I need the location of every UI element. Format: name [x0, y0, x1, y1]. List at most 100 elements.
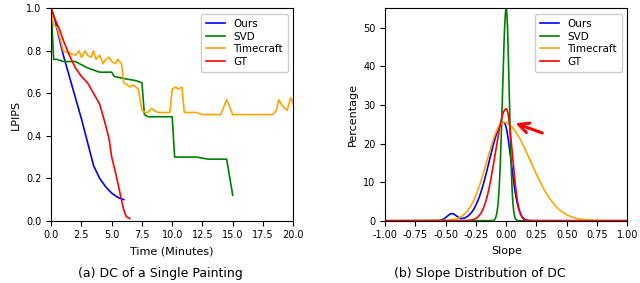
- Timecraft: [289, 102, 297, 106]
- SVD: [223, 157, 230, 161]
- SVD: [132, 79, 140, 82]
- Ours: [72, 96, 79, 99]
- GT: [51, 18, 59, 21]
- Timecraft: [163, 111, 170, 114]
- Timecraft: [134, 87, 142, 91]
- Timecraft: [500, 121, 508, 124]
- GT: [122, 215, 130, 218]
- GT: [106, 138, 113, 142]
- GT: [120, 208, 127, 212]
- Line: SVD: SVD: [385, 8, 627, 221]
- GT: [84, 81, 92, 84]
- SVD: [217, 157, 225, 161]
- Text: (a) DC of a Single Painting: (a) DC of a Single Painting: [77, 267, 243, 280]
- SVD: [50, 58, 58, 61]
- SVD: [141, 113, 148, 116]
- Legend: Ours, SVD, Timecraft, GT: Ours, SVD, Timecraft, GT: [535, 14, 622, 72]
- Y-axis label: Percentage: Percentage: [348, 83, 358, 146]
- Timecraft: [47, 7, 55, 10]
- GT: [572, 219, 580, 222]
- GT: [87, 87, 95, 91]
- Timecraft: [198, 113, 206, 116]
- SVD: [180, 155, 188, 159]
- SVD: [47, 7, 55, 10]
- GT: [616, 219, 624, 222]
- GT: [60, 39, 67, 42]
- SVD: [60, 60, 67, 63]
- SVD: [108, 70, 116, 74]
- SVD: [499, 80, 507, 83]
- SVD: [493, 213, 500, 217]
- Line: Timecraft: Timecraft: [385, 122, 627, 221]
- X-axis label: Time (Minutes): Time (Minutes): [131, 246, 214, 256]
- GT: [47, 7, 55, 10]
- GT: [72, 66, 79, 70]
- Ours: [623, 219, 631, 222]
- Text: (b) Slope Distribution of DC: (b) Slope Distribution of DC: [394, 267, 566, 280]
- Line: Timecraft: Timecraft: [51, 8, 293, 115]
- GT: [65, 53, 73, 57]
- Line: Ours: Ours: [51, 8, 124, 200]
- Ours: [65, 75, 73, 78]
- Ours: [90, 164, 97, 167]
- Ours: [96, 177, 104, 180]
- SVD: [572, 219, 580, 222]
- GT: [108, 155, 116, 159]
- GT: [90, 92, 97, 95]
- SVD: [620, 219, 627, 222]
- Ours: [616, 219, 624, 222]
- GT: [96, 102, 104, 106]
- SVD: [120, 77, 127, 80]
- SVD: [144, 115, 152, 119]
- Ours: [102, 185, 109, 188]
- Ours: [500, 121, 508, 124]
- SVD: [53, 58, 61, 61]
- Ours: [114, 196, 122, 199]
- SVD: [72, 60, 79, 63]
- Timecraft: [623, 219, 631, 222]
- SVD: [138, 81, 146, 84]
- Y-axis label: LPIPS: LPIPS: [10, 100, 20, 130]
- Timecraft: [499, 121, 507, 124]
- Ours: [394, 219, 401, 222]
- GT: [394, 219, 401, 222]
- Ours: [120, 198, 127, 201]
- SVD: [616, 219, 624, 222]
- SVD: [193, 155, 200, 159]
- SVD: [205, 157, 212, 161]
- Line: GT: GT: [385, 109, 627, 221]
- SVD: [110, 75, 118, 78]
- SVD: [623, 219, 631, 222]
- GT: [118, 198, 125, 201]
- Ours: [47, 7, 55, 10]
- GT: [77, 75, 85, 78]
- Timecraft: [81, 49, 89, 53]
- Timecraft: [150, 109, 158, 112]
- GT: [616, 219, 624, 222]
- SVD: [96, 70, 104, 74]
- GT: [623, 219, 631, 222]
- GT: [381, 219, 389, 222]
- SVD: [229, 194, 237, 197]
- SVD: [156, 115, 164, 119]
- SVD: [84, 66, 92, 70]
- Line: Ours: Ours: [385, 122, 627, 221]
- Timecraft: [616, 219, 624, 222]
- SVD: [381, 219, 389, 222]
- SVD: [168, 115, 176, 119]
- GT: [126, 217, 134, 220]
- X-axis label: Slope: Slope: [491, 246, 522, 256]
- GT: [111, 170, 119, 174]
- Line: GT: GT: [51, 8, 130, 218]
- Timecraft: [178, 85, 186, 89]
- Ours: [56, 39, 63, 42]
- Timecraft: [394, 219, 401, 222]
- Ours: [572, 219, 580, 222]
- Legend: Ours, SVD, Timecraft, GT: Ours, SVD, Timecraft, GT: [201, 14, 288, 72]
- SVD: [171, 155, 179, 159]
- Ours: [84, 141, 92, 144]
- GT: [102, 124, 109, 127]
- GT: [499, 112, 507, 116]
- Timecraft: [180, 111, 188, 114]
- Ours: [381, 219, 389, 222]
